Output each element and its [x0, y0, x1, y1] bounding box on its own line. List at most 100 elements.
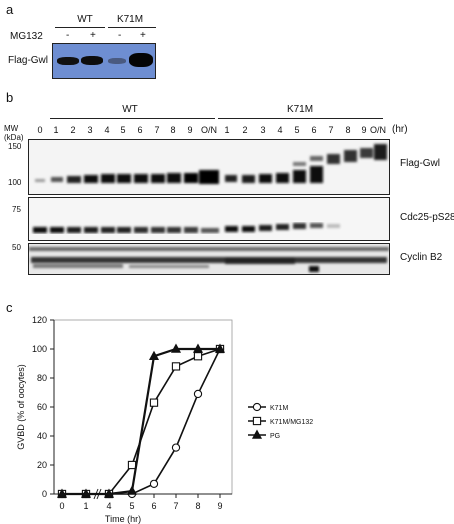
x-tick-label: 4 [106, 501, 111, 511]
panel-a-wt-label: WT [77, 14, 93, 25]
y-tick-label: 100 [32, 344, 47, 354]
data-point [170, 343, 182, 353]
plot-frame [53, 319, 233, 495]
legend-label: PG [270, 433, 280, 440]
series-line [62, 347, 220, 496]
chart-series [56, 343, 226, 499]
lane-label: 0 [37, 125, 43, 135]
x-tick-label: 0 [59, 501, 64, 511]
lane-label: 9 [187, 125, 193, 135]
panel-c-letter: c [6, 300, 13, 315]
y-tick-label: 20 [37, 460, 47, 470]
band [108, 58, 126, 64]
lane-label: 8 [345, 125, 351, 135]
data-point [193, 352, 203, 361]
y-tick-label: 120 [32, 315, 47, 325]
lane-label: 1 [224, 125, 230, 135]
lane-label: 8 [170, 125, 176, 135]
lane-label: 3 [260, 125, 266, 135]
data-point [126, 485, 138, 495]
panel-a-k71m-label: K71M [116, 14, 144, 25]
legend-marker [252, 416, 262, 426]
mw-marker: 100 [8, 178, 22, 187]
mg132-state: - [118, 30, 122, 41]
lane-label: 4 [277, 125, 283, 135]
lane-label: 2 [242, 125, 248, 135]
lane-label: 4 [104, 125, 110, 135]
lane-label: 1 [53, 125, 59, 135]
lane-label: 5 [120, 125, 126, 135]
band [129, 53, 153, 67]
lane-label: 7 [328, 125, 334, 135]
panel-b-wt-label: WT [122, 104, 138, 115]
y-tick-label: 80 [37, 373, 47, 383]
data-point [171, 362, 181, 371]
data-point [80, 488, 92, 498]
panel-a-blot [52, 43, 156, 79]
legend-label: K71M [270, 405, 288, 412]
y-tick-label: 0 [42, 489, 47, 499]
panel-b-k71m-line [218, 118, 383, 119]
panel-a-k71m-line [108, 27, 156, 28]
cdc25-blot-bands [33, 223, 340, 233]
y-axis-label: GVBD (% of oocytes) [16, 364, 26, 450]
flag-gwl-blot [28, 139, 390, 195]
y-tick-label: 60 [37, 402, 47, 412]
lane-label: 5 [294, 125, 300, 135]
data-point [103, 488, 115, 498]
mw-label: MW [4, 124, 19, 133]
legend-label: K71M/MG132 [270, 419, 313, 426]
x-tick-label: 6 [151, 501, 156, 511]
mg132-state: + [90, 30, 96, 41]
series-line [62, 348, 221, 495]
x-tick-label: 1 [83, 501, 88, 511]
panel-b-wt-line [50, 118, 215, 119]
data-point [149, 398, 159, 407]
panel-b-letter: b [6, 90, 14, 105]
x-axis-label: Time (hr) [105, 514, 141, 524]
lane-label: 2 [70, 125, 76, 135]
panel-b-k71m-label: K71M [286, 104, 314, 115]
mw-marker: 50 [12, 243, 21, 252]
data-point [171, 443, 181, 452]
mg132-state: - [66, 30, 70, 41]
data-point [127, 460, 137, 470]
flag-gwl-blot-bands [35, 144, 387, 184]
chart-legend: K71M K71M/MG132 PG [248, 402, 313, 440]
x-tick-label: 5 [129, 501, 134, 511]
cdc25-blot [28, 197, 390, 241]
series-line [62, 348, 221, 495]
data-point [148, 350, 160, 360]
panel-a-wt-line [55, 27, 105, 28]
mw-marker: 150 [8, 142, 22, 151]
legend-marker [252, 402, 262, 412]
mg132-label: MG132 [10, 31, 43, 42]
x-tick-label: 7 [173, 501, 178, 511]
band [81, 56, 103, 65]
lane-label: O/N [200, 125, 217, 135]
lane-label: 3 [87, 125, 93, 135]
legend-marker [251, 429, 263, 439]
data-point [56, 488, 68, 498]
lane-label: 6 [137, 125, 143, 135]
series-triangle [56, 343, 226, 498]
mg132-state: + [140, 30, 146, 41]
x-tick-label: 8 [195, 501, 200, 511]
gvbd-chart: 0 20 40 60 80 100 120 0 1 4 5 6 7 8 9 Time (hr) GVBD (% … [16, 315, 313, 524]
lane-label: O/N [369, 125, 386, 135]
series-square [57, 344, 225, 499]
series-circle [57, 344, 225, 499]
chart-axes: 0 20 40 60 80 100 120 0 1 4 5 6 7 8 9 Time (hr) GVBD (% … [16, 315, 233, 524]
band [57, 57, 79, 65]
panel-a-letter: a [6, 2, 14, 17]
data-point [192, 343, 204, 353]
lane-label: 7 [154, 125, 160, 135]
x-tick-label: 9 [217, 501, 222, 511]
panel-a-blot-label: Flag-Gwl [8, 55, 49, 66]
mw-unit-label: (kDa) [4, 133, 24, 142]
data-point [193, 389, 203, 399]
cdc25-blot-label: Cdc25-pS287 [400, 212, 454, 223]
time-unit-label: (hr) [392, 124, 408, 135]
y-tick-label: 40 [37, 431, 47, 441]
cyclin-b2-blot-label: Cyclin B2 [400, 252, 443, 263]
